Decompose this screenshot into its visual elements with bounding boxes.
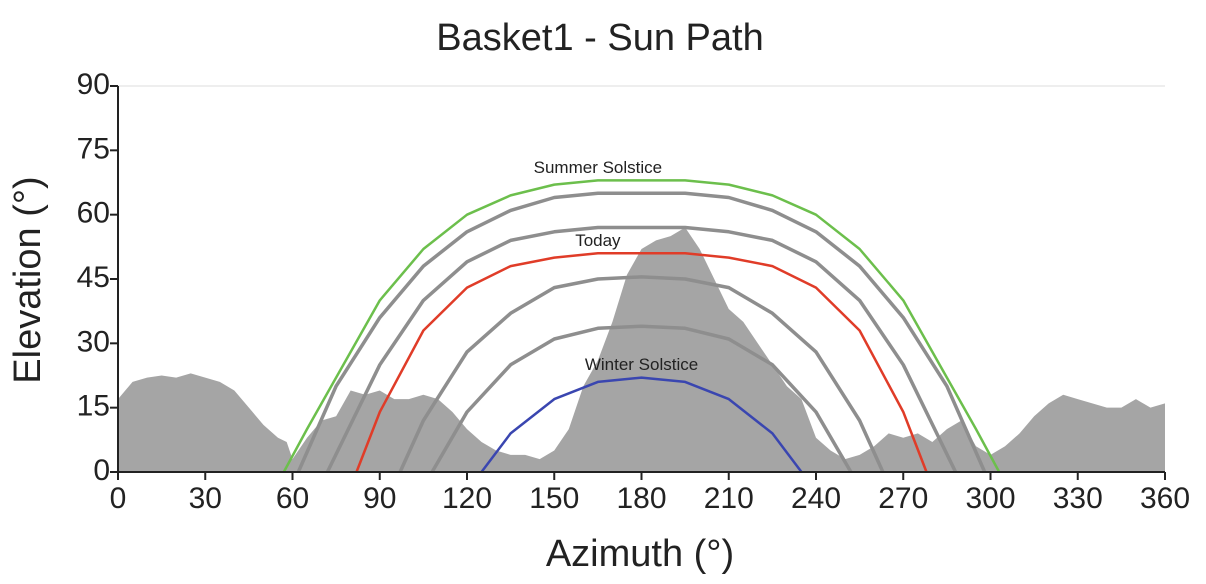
x-tick-label: 60 <box>276 482 309 515</box>
sun-path-line <box>480 376 803 473</box>
x-tick-label: 0 <box>110 482 127 515</box>
y-tick-label: 90 <box>77 68 110 101</box>
y-tick-label: 75 <box>77 132 110 165</box>
y-tick-label: 30 <box>77 325 110 358</box>
sun-path-line <box>430 324 853 473</box>
x-tick-label: 360 <box>1140 482 1190 515</box>
x-tick-label: 90 <box>363 482 396 515</box>
x-tick-label: 300 <box>965 482 1015 515</box>
sun-path-line <box>282 179 1001 473</box>
x-tick-label: 240 <box>791 482 841 515</box>
horizon-area <box>118 227 1165 472</box>
x-tick-label: 270 <box>878 482 928 515</box>
x-tick-label: 30 <box>189 482 222 515</box>
y-tick-label: 45 <box>77 261 110 294</box>
x-tick-label: 330 <box>1053 482 1103 515</box>
x-axis-label: Azimuth (°) <box>546 533 734 575</box>
y-tick-label: 60 <box>77 197 110 230</box>
x-tick-label: 150 <box>529 482 579 515</box>
sun-path-line <box>355 252 928 473</box>
y-tick-label: 0 <box>93 454 110 487</box>
sun-path-line <box>296 191 987 473</box>
path-label: Summer Solstice <box>534 158 662 177</box>
x-tick-label: 120 <box>442 482 492 515</box>
y-tick-label: 15 <box>77 390 110 423</box>
sun-path-line <box>398 275 885 473</box>
x-tick-label: 180 <box>616 482 666 515</box>
path-label: Winter Solstice <box>585 355 698 374</box>
sun-path-line <box>325 225 958 473</box>
path-label: Today <box>575 231 621 250</box>
x-tick-label: 210 <box>704 482 754 515</box>
y-axis-label: Elevation (°) <box>7 176 49 383</box>
chart-title: Basket1 - Sun Path <box>436 17 763 59</box>
